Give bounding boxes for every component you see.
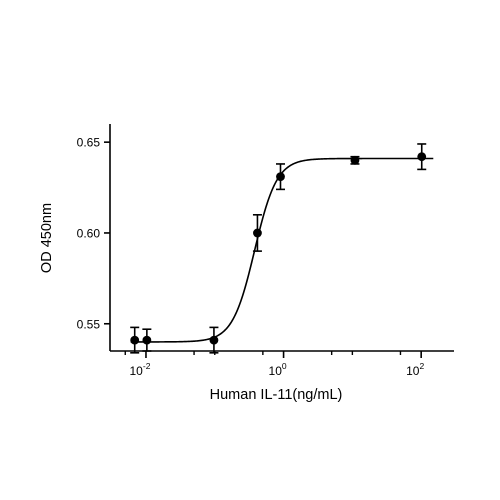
y-axis-label: OD 450nm bbox=[39, 203, 55, 273]
x-axis-label: Human IL-11(ng/mL) bbox=[210, 387, 343, 403]
y-tick-label: 0.55 bbox=[77, 317, 101, 331]
y-tick-label: 0.60 bbox=[77, 226, 101, 240]
x-tick-label: 102 bbox=[406, 361, 424, 378]
data-point bbox=[350, 155, 360, 165]
data-point bbox=[276, 172, 285, 182]
data-points bbox=[130, 152, 427, 345]
fit-curve bbox=[130, 157, 434, 343]
data-point bbox=[417, 152, 427, 162]
data-point bbox=[142, 335, 152, 345]
axes bbox=[109, 124, 454, 352]
y-ticks: 0.55 0.60 0.65 bbox=[77, 136, 110, 331]
x-tick-label: 10-2 bbox=[130, 361, 151, 378]
x-ticks: 10-2 100 102 bbox=[124, 351, 424, 378]
data-point bbox=[130, 335, 140, 345]
y-tick-label: 0.65 bbox=[77, 136, 101, 150]
data-point bbox=[209, 335, 219, 345]
data-point bbox=[253, 228, 262, 238]
x-tick-label: 100 bbox=[269, 361, 287, 378]
